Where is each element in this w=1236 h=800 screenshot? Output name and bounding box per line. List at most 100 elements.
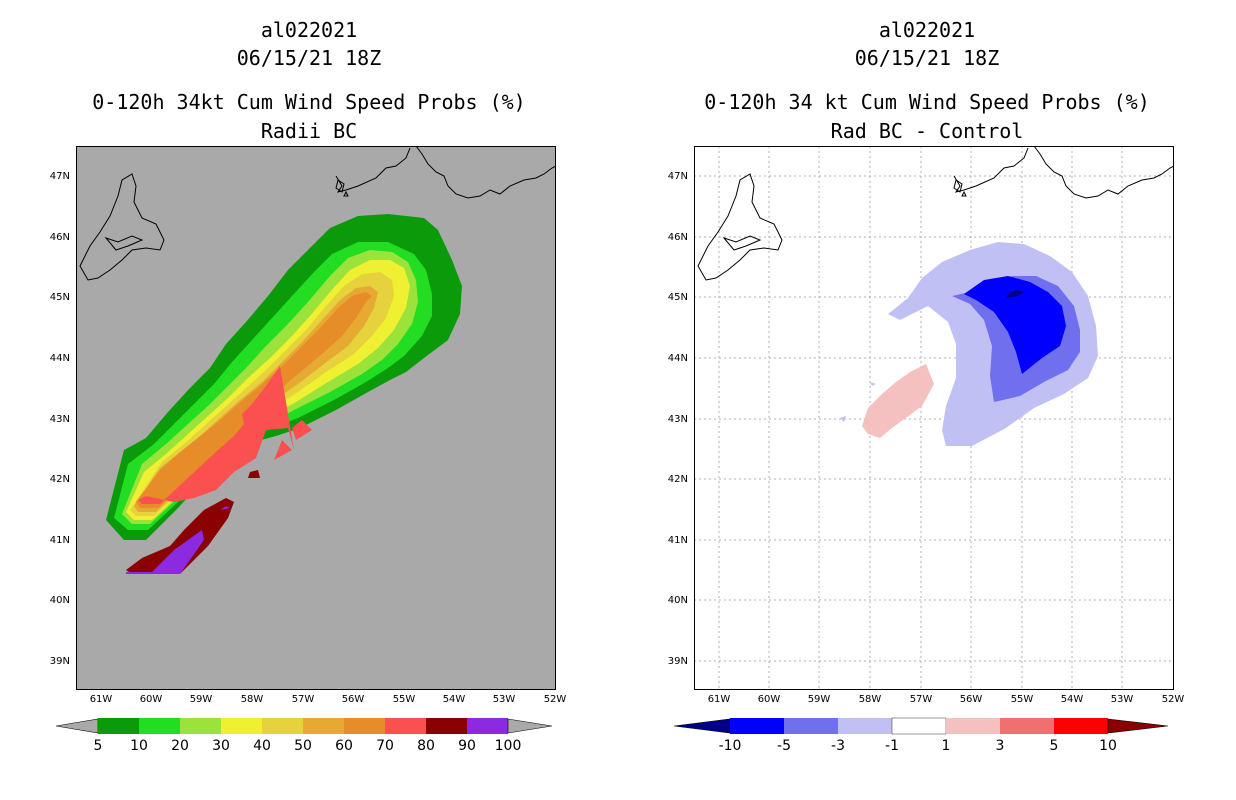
lon-label: 53W	[1110, 694, 1134, 705]
lon-label: 56W	[959, 694, 983, 705]
band-60	[136, 292, 372, 508]
colorbar-label: 10	[1099, 738, 1117, 754]
coastline-cape-breton	[722, 235, 762, 251]
colorbar-label: 70	[376, 738, 394, 754]
coastline-nova-scotia	[79, 173, 165, 281]
colorbar-swatch	[784, 718, 838, 734]
lat-label: 41N	[667, 535, 688, 546]
colorbar-label: 20	[171, 738, 189, 754]
lat-label: 44N	[667, 353, 688, 364]
lon-label: 61W	[89, 694, 113, 705]
lat-label: 40N	[667, 595, 688, 606]
datetime: 06/15/21 18Z	[236, 46, 382, 70]
colorbar-label: -1	[885, 738, 899, 754]
colorbar-swatch	[139, 718, 180, 734]
map-frame	[694, 146, 1174, 690]
colorbar-probability	[56, 718, 553, 734]
colorbar-label: 10	[130, 738, 148, 754]
colorbar-high-arrow	[507, 718, 553, 734]
colorbar-label: 40	[253, 738, 271, 754]
band-90	[126, 530, 204, 574]
colorbar-label: 90	[458, 738, 476, 754]
panel-rad-bc-minus-control: al022021 06/15/21 18Z 0-120h 34 kt Cum W…	[618, 0, 1236, 800]
colorbar-label: 1	[941, 738, 951, 754]
lon-label: 58W	[858, 694, 882, 705]
lon-label: 57W	[291, 694, 315, 705]
map-background	[694, 146, 1174, 690]
colorbar-swatch	[891, 717, 947, 735]
datetime: 06/15/21 18Z	[854, 46, 1000, 70]
coastline-st-pierre	[335, 179, 349, 197]
lat-label: 43N	[667, 414, 688, 425]
diff-band-plus1	[862, 364, 934, 438]
coastline-st-pierre	[953, 179, 967, 197]
colorbar-label: -5	[777, 738, 791, 754]
lat-label: 45N	[49, 292, 70, 303]
lat-label: 42N	[667, 474, 688, 485]
band-90b	[220, 506, 230, 510]
band-80	[126, 498, 234, 574]
coastline-newfoundland	[953, 146, 1174, 199]
colorbar-swatch	[303, 718, 344, 734]
colorbar-swatch	[98, 718, 139, 734]
colorbar-swatch	[946, 718, 1000, 734]
colorbar-swatch	[467, 718, 508, 734]
lat-label: 47N	[49, 171, 70, 182]
probability-map	[76, 146, 556, 690]
plot-title: 0-120h 34kt Cum Wind Speed Probs (%)	[92, 90, 526, 114]
lon-label: 52W	[543, 694, 567, 705]
lon-label: 60W	[757, 694, 781, 705]
band-70	[138, 366, 294, 504]
colorbar-difference	[674, 717, 1169, 735]
plot-subtitle: Radii BC	[260, 119, 358, 143]
lat-label: 47N	[667, 171, 688, 182]
colorbar-swatch	[838, 718, 892, 734]
panel-radii-bc: al022021 06/15/21 18Z 0-120h 34kt Cum Wi…	[49, 18, 567, 754]
colorbar-label: 5	[1049, 738, 1059, 754]
colorbar-swatch	[1000, 718, 1054, 734]
colorbar-low-arrow	[56, 718, 99, 734]
lat-label: 40N	[49, 595, 70, 606]
lat-label: 46N	[49, 232, 70, 243]
band-70b	[274, 440, 292, 460]
band-80b	[248, 470, 260, 478]
colorbar-swatch	[385, 718, 426, 734]
band-70c	[292, 420, 312, 440]
difference-map	[694, 146, 1174, 690]
lon-label: 54W	[442, 694, 466, 705]
colorbar-label: 50	[294, 738, 312, 754]
lon-label: 59W	[807, 694, 831, 705]
map-frame	[76, 146, 556, 690]
diff-band-minus5	[964, 276, 1066, 374]
colorbar-swatch	[730, 718, 784, 734]
coastline-cape-breton	[104, 235, 144, 251]
lon-label: 59W	[189, 694, 213, 705]
lat-label: 45N	[667, 292, 688, 303]
colorbar-low-arrow	[674, 718, 731, 734]
colorbar-label: -10	[718, 738, 742, 754]
lat-label: 39N	[49, 656, 70, 667]
lon-label: 60W	[139, 694, 163, 705]
colorbar-swatch	[344, 718, 385, 734]
diff-band-minus10	[1006, 290, 1024, 298]
lon-label: 55W	[392, 694, 416, 705]
colorbar-label: 30	[212, 738, 230, 754]
coastline-nova-scotia	[697, 173, 783, 281]
colorbar-swatch	[426, 718, 467, 734]
lat-label: 42N	[49, 474, 70, 485]
colorbar-label: 80	[417, 738, 435, 754]
diff-band-plus1c	[840, 416, 846, 422]
diff-band-plus1b	[870, 382, 876, 386]
lon-label: 57W	[909, 694, 933, 705]
colorbar-label: 100	[494, 738, 522, 754]
storm-id: al022021	[260, 18, 358, 42]
lat-label: 41N	[49, 535, 70, 546]
lon-label: 52W	[1161, 694, 1185, 705]
colorbar-swatch	[221, 718, 262, 734]
lon-label: 55W	[1010, 694, 1034, 705]
colorbar-label: 5	[93, 738, 103, 754]
lat-label: 46N	[667, 232, 688, 243]
colorbar-swatch	[1054, 718, 1108, 734]
colorbar-swatch	[262, 718, 303, 734]
lon-label: 53W	[492, 694, 516, 705]
